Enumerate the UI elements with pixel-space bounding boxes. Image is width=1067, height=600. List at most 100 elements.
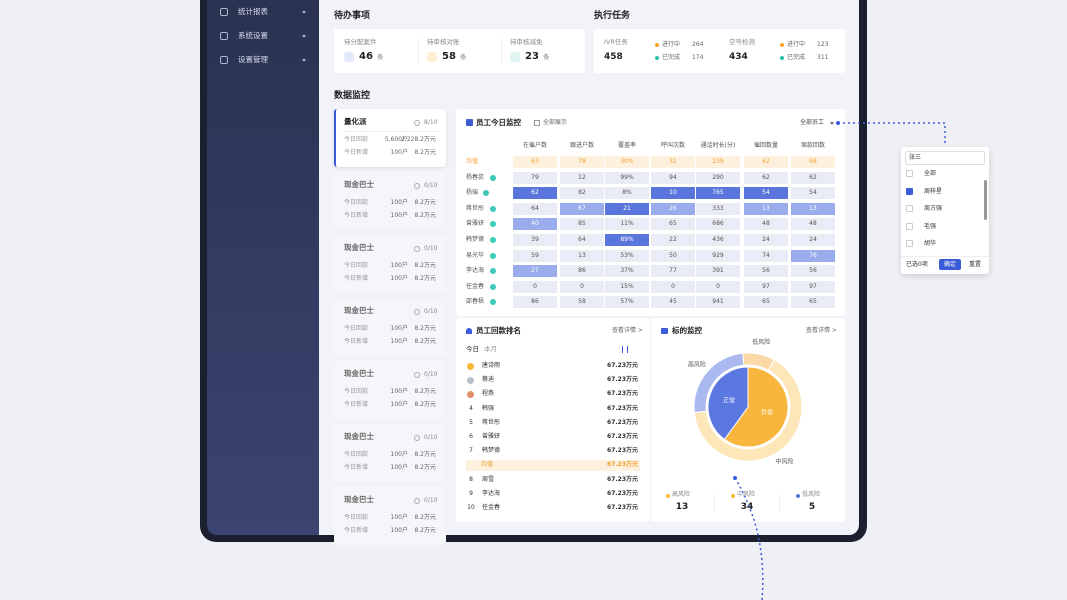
table-cell: 24: [791, 234, 835, 246]
team-row-label: 今日回款: [344, 199, 369, 206]
panel: [334, 298, 446, 356]
team-row-value: 100户: [390, 514, 408, 521]
status-icon: [490, 221, 496, 228]
table-cell: 62: [744, 156, 788, 168]
team-icon: [414, 435, 420, 441]
todo-unit: 条: [460, 53, 467, 61]
medal: [467, 363, 474, 370]
table-cell: 65: [791, 296, 835, 309]
team-name: 量化派: [344, 117, 367, 126]
confirm-button[interactable]: 确定: [939, 259, 961, 270]
rank-name: 韩梦德: [482, 447, 501, 455]
panel: [334, 361, 446, 419]
divider: [342, 131, 438, 132]
status-dot: [780, 56, 784, 60]
team-count: 0/10: [424, 434, 438, 441]
stat-value: 34: [740, 502, 754, 512]
table-cell: 12: [560, 171, 604, 184]
tab: 今日: [466, 345, 479, 353]
table-cell: 0: [560, 280, 604, 293]
toggle-icon: [534, 120, 540, 126]
reset-button[interactable]: 重置: [968, 261, 981, 268]
toggle-label: 全部展示: [543, 119, 568, 126]
table-cell: 37%: [605, 265, 649, 278]
rank-name: 程燕: [482, 390, 495, 398]
selected-count: 已选0项: [906, 261, 928, 268]
task-label: 空号检测: [729, 38, 755, 46]
table-cell: 239: [696, 156, 740, 168]
team-row-amount: 8.2万元: [414, 388, 436, 395]
highlight-row: [466, 460, 640, 472]
stat-dot: [731, 494, 735, 498]
table-cell: 67: [560, 202, 604, 215]
section-title: 执行任务: [594, 11, 631, 21]
table-cell: 85: [560, 218, 604, 231]
table-cell: 48: [744, 218, 788, 231]
table-cell: 68: [791, 156, 835, 168]
stat-value: 13: [675, 502, 689, 512]
search-text: 张三: [909, 154, 922, 161]
menu-item: 设置管理: [238, 55, 268, 64]
stat-label: 低风险: [802, 491, 821, 498]
column-header: 案款回数: [800, 142, 825, 149]
tab: 本月: [484, 345, 497, 353]
status-icon: [483, 190, 489, 197]
panel: [334, 235, 446, 293]
team-icon: [414, 120, 420, 126]
column-header: 通话时长(分): [700, 142, 736, 149]
stat-dot: [796, 494, 800, 498]
team-row-value: 100户: [390, 338, 408, 345]
arrow-icon: [302, 35, 306, 38]
menu-item: 统计报表: [238, 7, 268, 16]
table-cell: 79: [513, 171, 557, 184]
rank: 10: [467, 504, 475, 511]
status-dot: [780, 43, 784, 47]
team-row-label: 今日新增: [344, 401, 369, 408]
table-cell: 56: [791, 265, 835, 278]
rank-name: 任金春: [482, 504, 501, 511]
rank-amount: 67.23万元: [607, 504, 638, 511]
column-header: 跟进户数: [569, 142, 594, 149]
team-row-amount: 8.2万元: [414, 401, 436, 408]
rank: 6: [469, 433, 473, 440]
task-stat-label: 进行中: [662, 41, 681, 48]
divider: [418, 38, 419, 64]
team-row-value: 100户: [390, 451, 408, 458]
team-row-value: 100户: [390, 401, 408, 408]
table-cell: 54: [791, 187, 835, 200]
todo-value: 46: [359, 51, 373, 62]
table-cell: 54: [744, 187, 788, 200]
team-row-label: 今日新增: [344, 527, 369, 534]
medal: [467, 391, 474, 399]
table-cell: 56: [744, 265, 788, 278]
team-row-amount: 8.2万元: [414, 199, 436, 206]
table-cell: 86: [560, 265, 604, 278]
todo-value: 58: [442, 51, 456, 62]
table-cell: 13: [791, 202, 835, 215]
rank-name: 均值: [481, 461, 494, 469]
team-icon: [414, 498, 420, 504]
arrow-icon: [302, 59, 306, 62]
rank-name: 周雪: [482, 475, 495, 483]
table-cell: 86: [513, 296, 557, 309]
team-row-label: 今日新增: [344, 275, 369, 282]
table-cell: 30%: [605, 156, 649, 168]
team-row-value: 100户: [390, 388, 408, 395]
row-name: 杨瑞: [466, 189, 479, 197]
panel: [334, 172, 446, 230]
table-cell: 64: [560, 234, 604, 246]
table-cell: 82: [560, 187, 604, 200]
rank-amount: 67.23万元: [607, 433, 638, 440]
panel: [334, 109, 446, 167]
status-icon: [490, 283, 496, 290]
status-icon: [490, 252, 496, 259]
divider: [714, 494, 715, 512]
team-row-value: 100户: [390, 149, 408, 156]
row-name: 韩梦德: [466, 236, 485, 243]
task-total: 434: [729, 52, 748, 62]
todo-value: 23: [525, 51, 539, 62]
column-header: 催回数量: [753, 142, 778, 149]
stat-value: 5: [808, 502, 816, 512]
team-row-amount: 8.2万元: [414, 325, 436, 332]
